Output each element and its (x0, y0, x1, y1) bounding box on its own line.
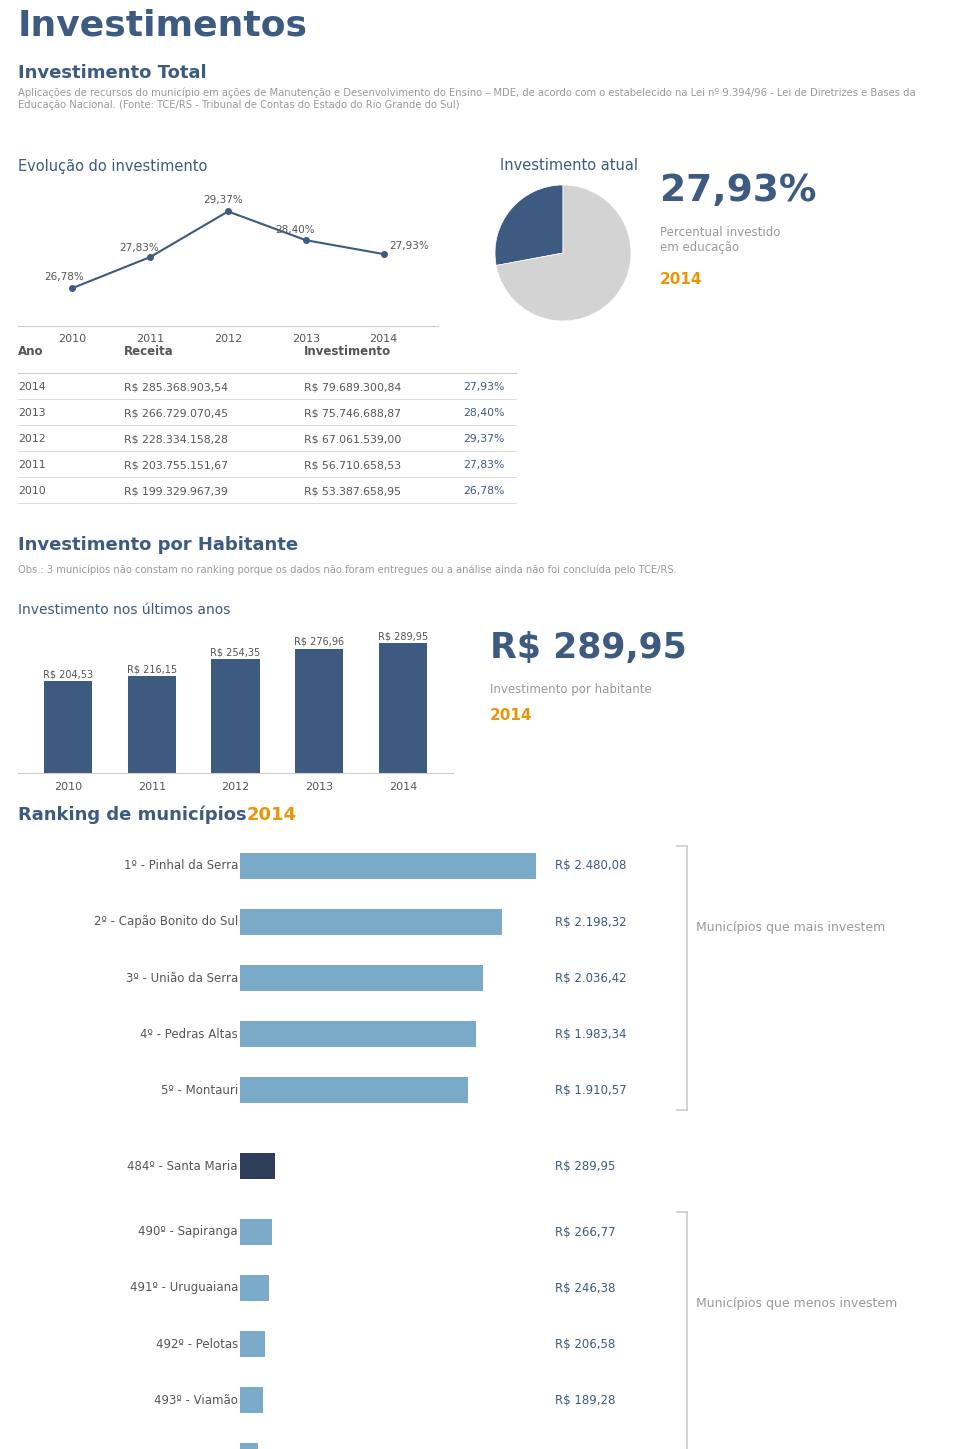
Text: 492º - Pelotas: 492º - Pelotas (156, 1337, 238, 1350)
Text: 2010: 2010 (18, 487, 46, 497)
Text: R$ 216,15: R$ 216,15 (127, 664, 177, 674)
Text: R$ 189,28: R$ 189,28 (555, 1394, 615, 1407)
Text: 1º - Pinhal da Serra: 1º - Pinhal da Serra (124, 859, 238, 872)
Bar (240, 965, 483, 991)
Text: 2014: 2014 (247, 806, 297, 824)
Bar (240, 1387, 263, 1413)
Text: 2014: 2014 (660, 271, 703, 287)
Bar (240, 1153, 275, 1178)
Text: R$ 246,38: R$ 246,38 (555, 1281, 615, 1294)
Text: 26,78%: 26,78% (464, 487, 505, 497)
Text: 26,78%: 26,78% (45, 272, 84, 281)
Text: 2014: 2014 (18, 383, 46, 393)
Text: R$ 289,95: R$ 289,95 (377, 632, 428, 640)
Text: R$ 1.983,34: R$ 1.983,34 (555, 1027, 627, 1040)
Text: R$ 203.755.151,67: R$ 203.755.151,67 (124, 461, 228, 471)
Text: 2014: 2014 (490, 707, 533, 723)
Text: 484º - Santa Maria: 484º - Santa Maria (128, 1159, 238, 1172)
Text: R$ 285.368.903,54: R$ 285.368.903,54 (124, 383, 228, 393)
Bar (240, 1443, 258, 1449)
Text: 27,83%: 27,83% (464, 461, 505, 471)
Text: 28,40%: 28,40% (464, 409, 505, 419)
Text: R$ 254,35: R$ 254,35 (210, 648, 260, 658)
Text: 28,40%: 28,40% (276, 225, 315, 235)
Text: Evolução do investimento: Evolução do investimento (18, 158, 207, 174)
Text: Investimento Total: Investimento Total (18, 64, 206, 83)
Text: Investimento nos últimos anos: Investimento nos últimos anos (18, 603, 230, 617)
Text: Ano: Ano (18, 345, 43, 358)
Text: 29,37%: 29,37% (464, 435, 505, 445)
Text: 2012: 2012 (18, 435, 46, 445)
Text: Percentual investido
em educação: Percentual investido em educação (660, 226, 780, 254)
Text: R$ 266,77: R$ 266,77 (555, 1226, 615, 1239)
Text: 2011: 2011 (18, 461, 46, 471)
Text: R$ 204,53: R$ 204,53 (43, 669, 93, 680)
Text: R$ 75.746.688,87: R$ 75.746.688,87 (304, 409, 401, 419)
Text: 29,37%: 29,37% (203, 196, 243, 206)
Bar (295, 649, 344, 772)
Text: R$ 228.334.158,28: R$ 228.334.158,28 (124, 435, 228, 445)
Bar (378, 643, 427, 772)
Text: 2013: 2013 (18, 409, 46, 419)
Text: Municípios que menos investem: Municípios que menos investem (696, 1297, 898, 1310)
Text: 27,83%: 27,83% (120, 243, 159, 254)
Text: Aplicações de recursos do município em ações de Manutenção e Desenvolvimento do : Aplicações de recursos do município em a… (18, 88, 916, 110)
Text: 2º - Capão Bonito do Sul: 2º - Capão Bonito do Sul (94, 916, 238, 929)
Text: 5º - Montauri: 5º - Montauri (160, 1084, 238, 1097)
Text: 4º - Pedras Altas: 4º - Pedras Altas (140, 1027, 238, 1040)
Bar (240, 1220, 272, 1245)
Text: R$ 53.387.658,95: R$ 53.387.658,95 (304, 487, 401, 497)
Text: R$ 289,95: R$ 289,95 (555, 1159, 615, 1172)
Bar (240, 1078, 468, 1103)
Text: R$ 2.198,32: R$ 2.198,32 (555, 916, 627, 929)
Text: Receita: Receita (124, 345, 174, 358)
Text: Municípios que mais investem: Municípios que mais investem (696, 922, 885, 935)
Bar (240, 1022, 476, 1046)
Text: R$ 67.061.539,00: R$ 67.061.539,00 (304, 435, 401, 445)
Text: R$ 199.329.967,39: R$ 199.329.967,39 (124, 487, 228, 497)
Wedge shape (496, 185, 631, 322)
Text: Investimento por Habitante: Investimento por Habitante (18, 536, 299, 554)
Text: R$ 206,58: R$ 206,58 (555, 1337, 615, 1350)
Text: 27,93%: 27,93% (464, 383, 505, 393)
Text: R$ 276,96: R$ 276,96 (294, 638, 345, 648)
Text: 490º - Sapiranga: 490º - Sapiranga (138, 1226, 238, 1239)
Bar (240, 1332, 265, 1356)
Text: 3º - União da Serra: 3º - União da Serra (126, 971, 238, 984)
Bar (44, 681, 92, 772)
Bar (240, 853, 536, 878)
Bar (128, 677, 176, 772)
Bar (211, 659, 260, 772)
Text: Obs.: 3 municípios não constam no ranking porque os dados não foram entregues ou: Obs.: 3 municípios não constam no rankin… (18, 565, 677, 575)
Text: R$ 1.910,57: R$ 1.910,57 (555, 1084, 627, 1097)
Text: Investimento: Investimento (304, 345, 392, 358)
Text: Ranking de municípios: Ranking de municípios (18, 806, 247, 824)
Text: 491º - Uruguaiana: 491º - Uruguaiana (130, 1281, 238, 1294)
Text: R$ 56.710.658,53: R$ 56.710.658,53 (304, 461, 401, 471)
Text: R$ 2.036,42: R$ 2.036,42 (555, 971, 627, 984)
Text: R$ 79.689.300,84: R$ 79.689.300,84 (304, 383, 401, 393)
Bar (240, 1275, 270, 1301)
Text: 27,93%: 27,93% (389, 241, 429, 251)
Text: Investimento por habitante: Investimento por habitante (490, 684, 652, 697)
Wedge shape (495, 185, 563, 265)
Text: Investimento atual: Investimento atual (500, 158, 638, 174)
Text: 493º - Viamão: 493º - Viamão (155, 1394, 238, 1407)
Text: Investimentos: Investimentos (18, 9, 308, 42)
Text: R$ 266.729.070,45: R$ 266.729.070,45 (124, 409, 228, 419)
Text: R$ 289,95: R$ 289,95 (490, 632, 686, 665)
Text: R$ 2.480,08: R$ 2.480,08 (555, 859, 626, 872)
Text: 27,93%: 27,93% (660, 174, 817, 209)
Bar (240, 910, 502, 935)
